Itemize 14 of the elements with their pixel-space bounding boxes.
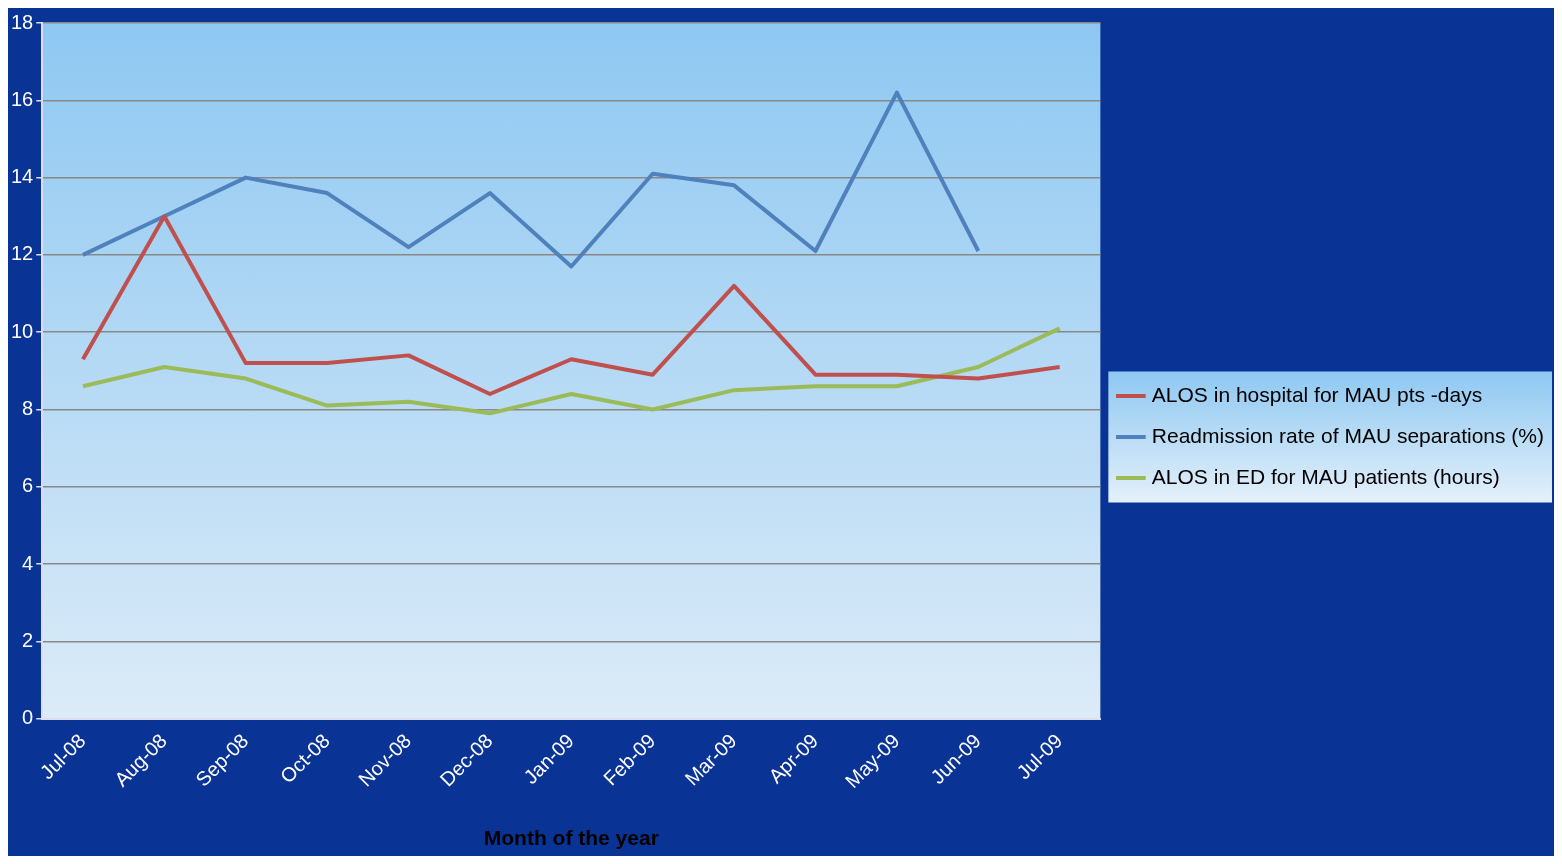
y-tick-label: 18 — [11, 10, 34, 33]
y-tick-label: 0 — [22, 706, 34, 729]
y-tick-label: 6 — [22, 474, 34, 497]
y-tick-label: 14 — [11, 165, 34, 188]
y-tick-label: 16 — [11, 87, 34, 110]
legend-label: Readmission rate of MAU separations (%) — [1151, 423, 1545, 447]
y-tick-label: 8 — [22, 397, 34, 419]
x-axis-title: Month of the year — [483, 826, 659, 850]
legend-label: ALOS in ED for MAU patients (hours) — [1151, 464, 1500, 488]
y-tick-label: 4 — [22, 551, 34, 574]
legend-label: ALOS in hospital for MAU pts -days — [1151, 382, 1483, 406]
y-tick-label: 2 — [22, 628, 34, 651]
y-tick-label: 10 — [11, 319, 34, 342]
y-tick-label: 12 — [11, 242, 34, 265]
